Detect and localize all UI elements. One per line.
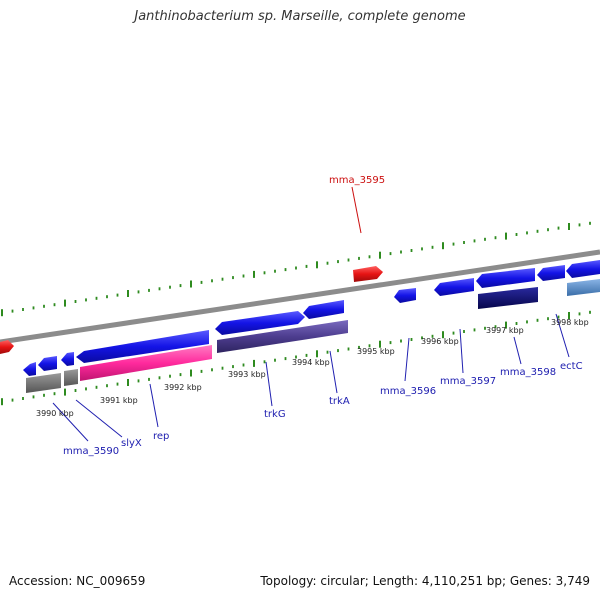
leader-ectc xyxy=(555,313,570,358)
gene-slyx-feature xyxy=(64,369,78,386)
gene-mma-3597-arrow xyxy=(434,278,474,296)
accession-label: Accession: NC_009659 xyxy=(9,574,146,588)
leader-rep xyxy=(149,383,159,428)
gene-label-slyx[interactable]: slyX xyxy=(121,438,142,449)
gene-mma-3596-arrow xyxy=(394,288,416,303)
gene-offscreen-left-arrow xyxy=(0,340,14,354)
gene-mma-3595-arrow xyxy=(353,266,383,282)
gene-trka-cds-arrow xyxy=(303,300,344,319)
gene-label-rep[interactable]: rep xyxy=(153,431,169,442)
gene-label-mma-3590[interactable]: mma_3590 xyxy=(63,446,119,457)
scale-label-3990: 3990 kbp xyxy=(36,409,74,418)
gene-ectd-cds-arrow xyxy=(566,260,600,278)
gene-small-blue-arrow xyxy=(61,352,74,366)
scale-label-3997: 3997 kbp xyxy=(486,326,524,335)
leader-trkg xyxy=(265,361,273,407)
gene-rep-feature xyxy=(80,345,212,381)
scale-label-3993: 3993 kbp xyxy=(228,370,266,379)
gene-label-trkg[interactable]: trkG xyxy=(264,409,286,420)
leader-mma-3596 xyxy=(404,337,410,382)
gene-label-ectc[interactable]: ectC xyxy=(560,361,583,372)
gene-label-mma-3598[interactable]: mma_3598 xyxy=(500,367,556,378)
gene-label-mma-3596[interactable]: mma_3596 xyxy=(380,386,436,397)
tick-row-lower xyxy=(1,310,591,406)
leader-mma-3590 xyxy=(52,402,89,442)
leader-mma-3595 xyxy=(351,186,362,234)
gene-mma-3590-feature xyxy=(26,373,61,393)
gene-trkg-cds-arrow xyxy=(215,311,305,335)
leader-mma-3598 xyxy=(513,336,522,365)
scale-label-3996: 3996 kbp xyxy=(421,337,459,346)
gene-label-trka[interactable]: trkA xyxy=(329,396,350,407)
gene-mma-3598-feature xyxy=(478,287,538,309)
gene-label-mma-3595[interactable]: mma_3595 xyxy=(329,175,385,186)
leader-mma-3597 xyxy=(459,328,464,374)
genome-backbone xyxy=(0,249,600,345)
leader-trka xyxy=(329,350,338,394)
gene-mma-3590-arrow xyxy=(23,362,36,376)
map-title: Janthinobacterium sp. Marseille, complet… xyxy=(134,9,466,24)
scale-label-3995: 3995 kbp xyxy=(357,347,395,356)
gene-rep-cds-arrow xyxy=(76,330,209,363)
scale-label-3991: 3991 kbp xyxy=(100,396,138,405)
scale-label-3998: 3998 kbp xyxy=(551,318,589,327)
scale-label-3994: 3994 kbp xyxy=(292,358,330,367)
gene-mma-3598-cds-arrow xyxy=(476,268,535,288)
scale-label-3992: 3992 kbp xyxy=(164,383,202,392)
tick-row-upper xyxy=(1,221,591,317)
gene-ectc-feature xyxy=(567,279,600,296)
gene-trkg-feature xyxy=(217,320,348,353)
leader-slyx xyxy=(75,399,123,438)
gene-slyx-arrow xyxy=(38,356,57,371)
gene-ectc-cds-arrow xyxy=(537,265,565,281)
gene-label-mma-3597[interactable]: mma_3597 xyxy=(440,376,496,387)
genome-stats-label: Topology: circular; Length: 4,110,251 bp… xyxy=(260,574,590,588)
